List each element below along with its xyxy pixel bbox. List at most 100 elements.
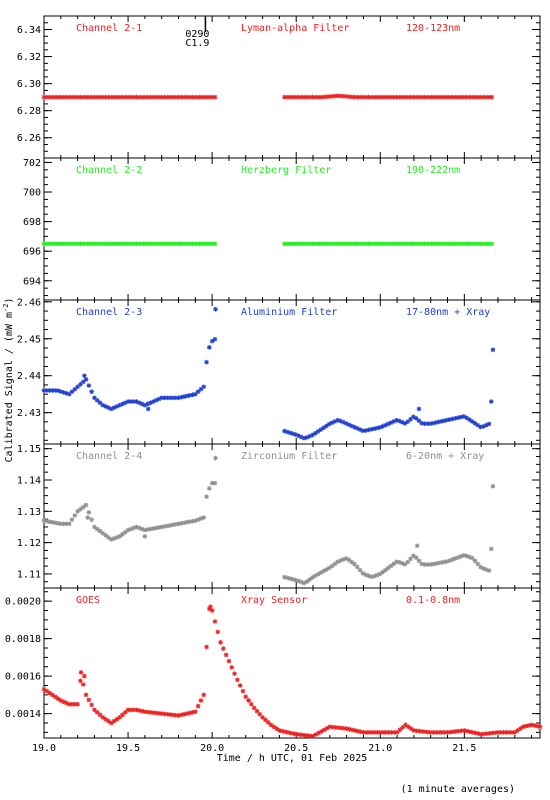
data-point	[44, 518, 50, 524]
y-tick-label: 0.0016	[5, 672, 41, 683]
x-tick-label: 20.5	[284, 743, 308, 754]
panel-frame	[43, 587, 541, 739]
flare-event-number: 0290	[185, 29, 209, 40]
data-point	[414, 543, 420, 549]
data-point	[349, 559, 354, 565]
data-point	[486, 568, 492, 573]
data-point	[78, 670, 84, 675]
data-point	[246, 698, 251, 703]
data-point	[397, 727, 403, 733]
data-point	[212, 336, 218, 342]
data-point	[89, 389, 94, 394]
data-point	[103, 533, 108, 538]
data-point	[332, 561, 338, 567]
data-point	[207, 345, 212, 350]
data-point	[416, 406, 422, 412]
data-point	[489, 94, 495, 100]
filter-label: Aluminium Filter	[241, 307, 337, 318]
panel-frame	[43, 443, 541, 589]
data-point	[201, 692, 207, 698]
data-point	[218, 640, 223, 645]
channel-label: Channel 2-2	[76, 165, 142, 176]
data-point	[66, 521, 72, 527]
data-series	[41, 93, 495, 100]
data-point	[156, 525, 162, 530]
data-point	[441, 559, 447, 565]
y-tick-label: 698	[23, 217, 41, 228]
data-point	[254, 708, 260, 714]
data-point	[204, 644, 209, 650]
x-tick-label: 19.0	[32, 743, 56, 754]
data-point	[232, 671, 237, 676]
data-point	[209, 338, 215, 344]
data-point	[488, 546, 494, 552]
data-point	[75, 509, 80, 514]
channel-label: Channel 2-1	[76, 23, 142, 34]
data-point	[78, 506, 83, 512]
data-point	[388, 563, 394, 569]
data-point	[263, 717, 268, 723]
data-point	[164, 523, 170, 529]
data-point	[486, 421, 492, 427]
y-tick-label: 700	[23, 188, 41, 199]
filter-label: Herzberg Filter	[241, 165, 331, 176]
y-tick-label: 6.34	[17, 25, 41, 36]
data-point	[488, 399, 494, 404]
data-point	[80, 682, 86, 687]
y-tick-label: 6.32	[17, 52, 41, 63]
x-tick-label: 19.5	[116, 743, 140, 754]
data-point	[257, 711, 263, 717]
y-tick-label: 1.12	[17, 538, 41, 549]
data-point	[83, 692, 89, 698]
data-point	[249, 701, 254, 707]
channel-label: Channel 2-4	[76, 451, 142, 462]
data-point	[478, 731, 484, 737]
y-tick-label: 1.15	[17, 444, 41, 455]
data-point	[97, 528, 103, 534]
panel-4: 1.11 1.12 1.13 1.14 1.15 Channel 2-4 Zirconium…	[17, 443, 541, 589]
data-point	[215, 629, 221, 635]
data-point	[103, 716, 108, 722]
data-point	[100, 530, 106, 536]
data-point	[201, 515, 207, 520]
data-point	[85, 515, 91, 520]
data-point	[209, 608, 215, 613]
data-point	[490, 347, 496, 353]
y-tick-label: 0.0014	[5, 709, 41, 720]
band-label: 6-20nm + Xray	[406, 451, 484, 462]
y-tick-label: 6.26	[17, 133, 41, 144]
band-label: 120-123nm	[406, 23, 460, 34]
y-axis-label: Calibrated Signal / (mW m-2)	[2, 298, 15, 463]
y-tick-label: 2.43	[17, 408, 41, 419]
data-point	[94, 710, 100, 715]
data-point	[78, 678, 83, 684]
panel-1: 6.26 6.28 6.30 6.32 6.34 Channel 2-1 Lyman-alp…	[17, 15, 541, 159]
x-tick-label: 21.5	[452, 743, 476, 754]
y-tick-label: 6.30	[17, 79, 41, 90]
data-point	[304, 579, 310, 584]
data-point	[117, 534, 122, 539]
data-point	[243, 694, 249, 700]
data-point	[394, 730, 400, 735]
y-tick-label: 696	[23, 247, 41, 258]
flare-event-class: C1.9	[185, 38, 209, 49]
data-point	[86, 697, 92, 703]
data-point	[489, 241, 495, 247]
band-label: 190-222nm	[406, 165, 460, 176]
x-axis: 19.0 19.5 20.0 20.5 21.0 21.5	[32, 743, 476, 754]
data-point	[408, 556, 413, 562]
filter-label: Zirconium Filter	[241, 451, 337, 462]
data-point	[106, 535, 111, 540]
data-point	[82, 673, 87, 679]
data-point	[78, 382, 83, 387]
data-point	[80, 504, 86, 510]
y-tick-label: 1.11	[17, 569, 41, 580]
panel-2: 694 696 698 700 702 Channel 2-2 Herzberg Filte…	[23, 157, 541, 301]
data-point	[204, 359, 209, 365]
data-point	[145, 406, 151, 412]
data-point	[201, 384, 207, 390]
channel-label: GOES	[76, 595, 100, 606]
data-point	[354, 564, 360, 570]
panel-5: 0.0014 0.0016 0.0018 0.0020 GOES Xray Sensor 0…	[5, 587, 543, 739]
data-point	[416, 558, 422, 564]
